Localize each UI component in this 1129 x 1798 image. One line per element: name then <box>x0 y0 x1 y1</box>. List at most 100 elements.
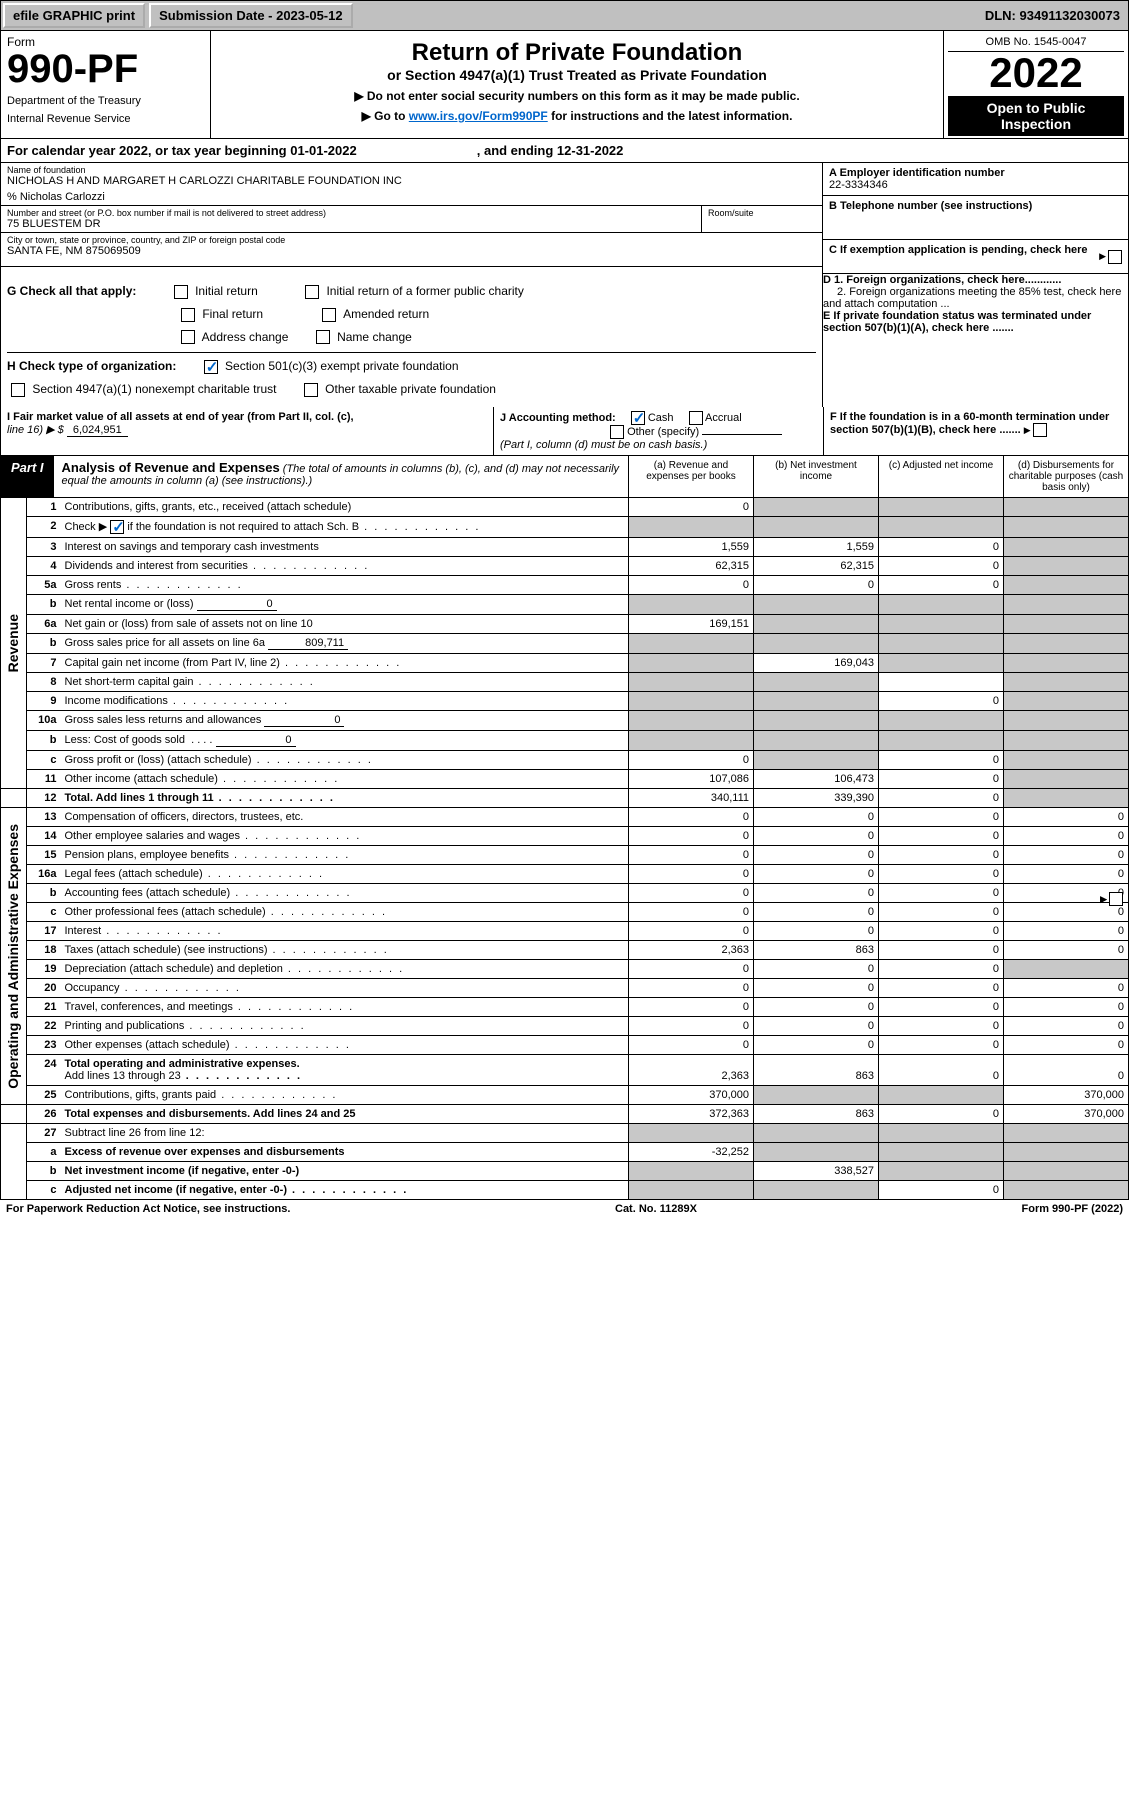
row-desc: Other employee salaries and wages <box>61 827 629 846</box>
amt-c: 0 <box>879 865 1004 884</box>
table-row: Operating and Administrative Expenses 13… <box>1 808 1129 827</box>
amt-a: 0 <box>629 827 754 846</box>
row-num: 15 <box>27 846 61 865</box>
final-return-checkbox[interactable] <box>181 308 195 322</box>
row-desc: Interest on savings and temporary cash i… <box>61 538 629 557</box>
table-row: 26 Total expenses and disbursements. Add… <box>1 1105 1129 1124</box>
care-of: % Nicholas Carlozzi <box>7 191 816 203</box>
amt-c: 0 <box>879 808 1004 827</box>
amt-c <box>879 1143 1004 1162</box>
section-i: I Fair market value of all assets at end… <box>1 407 493 455</box>
amt-c <box>879 595 1004 615</box>
4947a1-checkbox[interactable] <box>11 383 25 397</box>
amt-b <box>754 751 879 770</box>
amt-d <box>1004 517 1129 538</box>
amt-b: 863 <box>754 1105 879 1124</box>
initial-return-checkbox[interactable] <box>174 285 188 299</box>
501c3-checkbox[interactable] <box>204 360 218 374</box>
c-checkbox[interactable] <box>1108 250 1122 264</box>
amended-return-checkbox[interactable] <box>322 308 336 322</box>
info-left: Name of foundation NICHOLAS H AND MARGAR… <box>1 163 823 274</box>
amt-c: 0 <box>879 1036 1004 1055</box>
amt-c: 0 <box>879 998 1004 1017</box>
efile-print-button[interactable]: efile GRAPHIC print <box>3 3 145 28</box>
row-num: 8 <box>27 673 61 692</box>
name-change-checkbox[interactable] <box>316 330 330 344</box>
amt-b <box>754 711 879 731</box>
amt-b: 863 <box>754 1055 879 1086</box>
f-checkbox[interactable] <box>1033 423 1047 437</box>
amt-c <box>879 1162 1004 1181</box>
cal-year-end: , and ending 12-31-2022 <box>477 143 624 158</box>
dept-treasury: Department of the Treasury <box>7 95 204 107</box>
cash-checkbox[interactable] <box>631 411 645 425</box>
table-row: b Less: Cost of goods sold . . . . 0 <box>1 731 1129 751</box>
amt-c: 0 <box>879 576 1004 595</box>
amt-b: 0 <box>754 979 879 998</box>
table-row: 18Taxes (attach schedule) (see instructi… <box>1 941 1129 960</box>
row-desc: Gross sales price for all assets on line… <box>61 634 629 654</box>
row-desc: Total. Add lines 1 through 11 <box>61 789 629 808</box>
amt-d <box>1004 634 1129 654</box>
schb-checkbox[interactable] <box>110 520 124 534</box>
accrual-checkbox[interactable] <box>689 411 703 425</box>
d1-cell: D 1. Foreign organizations, check here..… <box>823 274 1128 286</box>
address-change-checkbox[interactable] <box>181 330 195 344</box>
amt-a: 0 <box>629 576 754 595</box>
row-desc: Other professional fees (attach schedule… <box>61 903 629 922</box>
section-d-e: D 1. Foreign organizations, check here..… <box>823 274 1128 407</box>
city-state-cell: City or town, state or province, country… <box>1 233 822 267</box>
row-desc: Accounting fees (attach schedule) <box>61 884 629 903</box>
table-row: 15Pension plans, employee benefits 0000 <box>1 846 1129 865</box>
c-label: C If exemption application is pending, c… <box>829 244 1088 256</box>
amt-c: 0 <box>879 903 1004 922</box>
e-checkbox[interactable] <box>1109 892 1123 906</box>
amt-d <box>1004 960 1129 979</box>
amt-b <box>754 673 879 692</box>
amt-d <box>1004 1124 1129 1143</box>
table-row: 5a Gross rents 0 0 0 <box>1 576 1129 595</box>
amt-a: 0 <box>629 808 754 827</box>
form990pf-link[interactable]: www.irs.gov/Form990PF <box>409 109 548 123</box>
form-header: Form 990-PF Department of the Treasury I… <box>0 31 1129 139</box>
header-left: Form 990-PF Department of the Treasury I… <box>1 31 211 138</box>
amt-b: 0 <box>754 903 879 922</box>
row-desc: Dividends and interest from securities <box>61 557 629 576</box>
amt-d <box>1004 789 1129 808</box>
amt-c <box>879 1086 1004 1105</box>
amt-b <box>754 615 879 634</box>
section-c-cell: C If exemption application is pending, c… <box>823 240 1128 274</box>
table-row: 20Occupancy 0000 <box>1 979 1129 998</box>
amt-d <box>1004 557 1129 576</box>
table-row: 25Contributions, gifts, grants paid 370,… <box>1 1086 1129 1105</box>
i-line-label: line 16) ▶ $ <box>7 424 64 436</box>
note2-post: for instructions and the latest informat… <box>548 109 793 123</box>
ein-value: 22-3334346 <box>829 179 1122 191</box>
name-change-label: Name change <box>337 330 412 344</box>
amt-a <box>629 517 754 538</box>
table-row: Revenue 1 Contributions, gifts, grants, … <box>1 498 1129 517</box>
dln-label: DLN: 93491132030073 <box>977 5 1128 26</box>
amt-b: 106,473 <box>754 770 879 789</box>
f-label: F If the foundation is in a 60-month ter… <box>830 411 1109 436</box>
other-taxable-checkbox[interactable] <box>304 383 318 397</box>
part-1-table: Revenue 1 Contributions, gifts, grants, … <box>0 498 1129 1200</box>
row-num: b <box>27 634 61 654</box>
section-g-row: G Check all that apply: Initial return I… <box>0 274 1129 407</box>
row-num: 6a <box>27 615 61 634</box>
row-desc: Contributions, gifts, grants, etc., rece… <box>61 498 629 517</box>
initial-former-checkbox[interactable] <box>305 285 319 299</box>
amt-d <box>1004 692 1129 711</box>
calendar-year-row: For calendar year 2022, or tax year begi… <box>0 139 1129 163</box>
table-row: 22Printing and publications 0000 <box>1 1017 1129 1036</box>
foundation-name-cell: Name of foundation NICHOLAS H AND MARGAR… <box>1 163 822 206</box>
amt-a <box>629 692 754 711</box>
submission-date-badge: Submission Date - 2023-05-12 <box>149 3 353 28</box>
row-num: c <box>27 903 61 922</box>
amt-c <box>879 498 1004 517</box>
amt-c: 0 <box>879 960 1004 979</box>
amt-a: 169,151 <box>629 615 754 634</box>
amt-d: 0 <box>1004 941 1129 960</box>
row-num: 20 <box>27 979 61 998</box>
other-method-checkbox[interactable] <box>610 425 624 439</box>
